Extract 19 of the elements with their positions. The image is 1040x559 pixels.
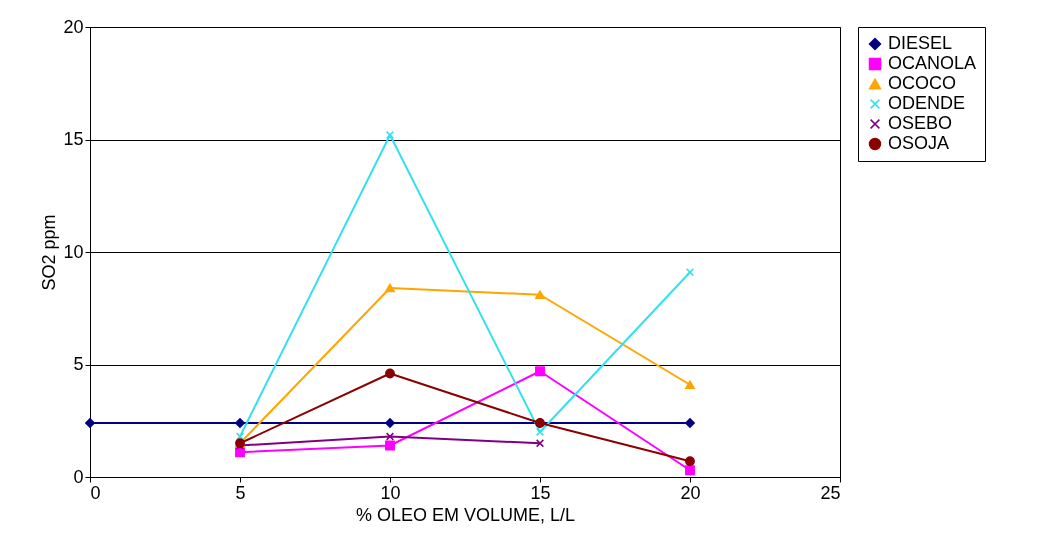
legend-label: OCOCO bbox=[888, 73, 957, 93]
y-tick-label: 10 bbox=[63, 241, 84, 262]
x-tick-label: 25 bbox=[820, 482, 841, 503]
y-tick-label: 0 bbox=[73, 466, 84, 487]
x-tick-label: 0 bbox=[90, 482, 101, 503]
y-tick-label: 15 bbox=[63, 129, 84, 149]
y-axis-title: SO2 ppm bbox=[39, 214, 60, 291]
x-tick-label: 10 bbox=[380, 482, 401, 503]
legend-label: ODENDE bbox=[888, 93, 966, 113]
legend-label: OCANOLA bbox=[888, 53, 977, 73]
y-tick-label: 20 bbox=[63, 16, 84, 37]
x-tick-label: 20 bbox=[680, 482, 701, 503]
legend-label: OSEBO bbox=[888, 113, 953, 133]
x-tick-label: 5 bbox=[235, 482, 246, 503]
x-tick-label: 15 bbox=[530, 482, 551, 503]
legend-label: OSOJA bbox=[888, 133, 950, 153]
legend-label: DIESEL bbox=[888, 33, 953, 53]
y-tick-label: 5 bbox=[73, 354, 84, 374]
x-axis-title: % OLEO EM VOLUME, L/L bbox=[355, 504, 576, 525]
